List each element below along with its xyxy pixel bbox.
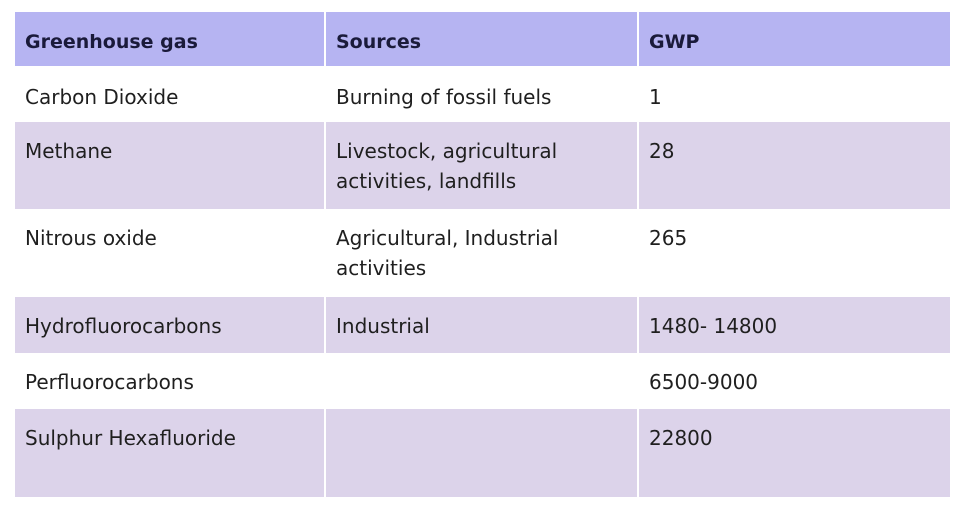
table-row: Perfluorocarbons 6500-9000 bbox=[15, 353, 950, 409]
header-gwp: GWP bbox=[639, 12, 950, 66]
cell-gwp: 6500-9000 bbox=[639, 353, 950, 409]
cell-sources bbox=[326, 353, 639, 409]
cell-sources: Agricultural, Industrial activities bbox=[326, 209, 639, 297]
cell-sources bbox=[326, 409, 639, 497]
cell-gas: Carbon Dioxide bbox=[15, 66, 326, 122]
table-header-row: Greenhouse gas Sources GWP bbox=[15, 12, 950, 66]
table-row: Methane Livestock, agricultural activiti… bbox=[15, 122, 950, 209]
cell-gas: Nitrous oxide bbox=[15, 209, 326, 297]
cell-gas: Perfluorocarbons bbox=[15, 353, 326, 409]
cell-sources: Livestock, agricultural activities, land… bbox=[326, 122, 639, 209]
cell-gwp: 1 bbox=[639, 66, 950, 122]
header-sources: Sources bbox=[326, 12, 639, 66]
cell-sources: Burning of fossil fuels bbox=[326, 66, 639, 122]
table-row: Nitrous oxide Agricultural, Industrial a… bbox=[15, 209, 950, 297]
cell-gas: Hydrofluorocarbons bbox=[15, 297, 326, 353]
cell-sources: Industrial bbox=[326, 297, 639, 353]
cell-gwp: 265 bbox=[639, 209, 950, 297]
table-row: Sulphur Hexafluoride 22800 bbox=[15, 409, 950, 497]
table-row: Carbon Dioxide Burning of fossil fuels 1 bbox=[15, 66, 950, 122]
cell-gwp: 28 bbox=[639, 122, 950, 209]
table-row: Hydrofluorocarbons Industrial 1480- 1480… bbox=[15, 297, 950, 353]
cell-gas: Sulphur Hexafluoride bbox=[15, 409, 326, 497]
cell-gwp: 1480- 14800 bbox=[639, 297, 950, 353]
greenhouse-gas-table: Greenhouse gas Sources GWP Carbon Dioxid… bbox=[15, 12, 950, 497]
cell-gas: Methane bbox=[15, 122, 326, 209]
header-greenhouse-gas: Greenhouse gas bbox=[15, 12, 326, 66]
cell-gwp: 22800 bbox=[639, 409, 950, 497]
table-container: Greenhouse gas Sources GWP Carbon Dioxid… bbox=[15, 12, 950, 497]
